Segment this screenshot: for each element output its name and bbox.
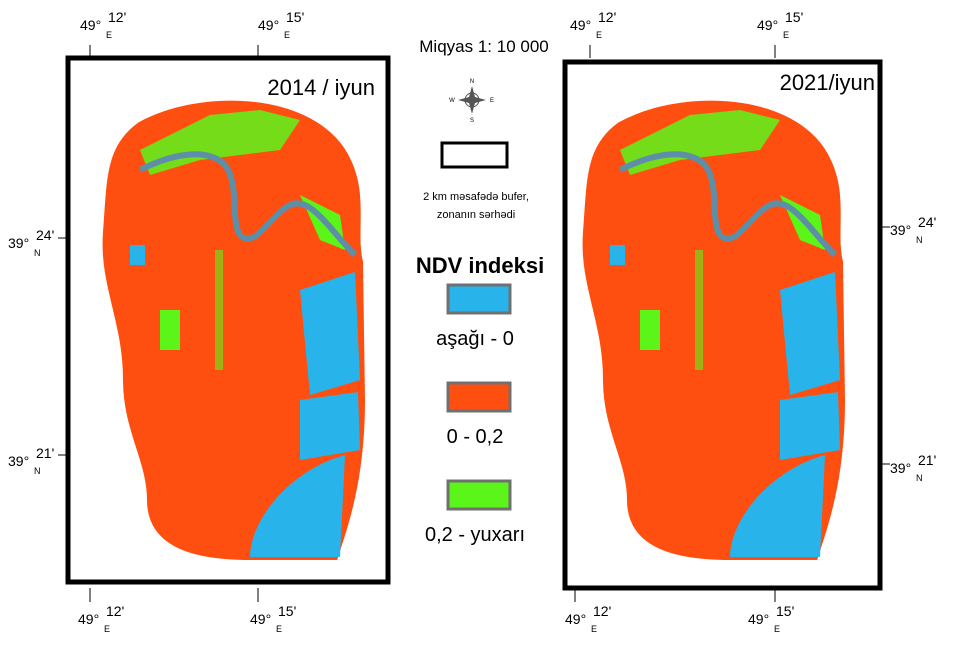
coord-hemisphere: E	[774, 624, 780, 634]
legend-swatch	[446, 479, 512, 511]
coord-hemisphere: E	[783, 30, 789, 40]
coord-hemisphere: E	[104, 624, 110, 634]
legend: Miqyas 1: 10 000 N S W E 2 km məsafədə b…	[416, 37, 549, 546]
coord-minutes: 24'	[36, 227, 54, 243]
compass-n: N	[470, 79, 474, 85]
coord-minutes: 12'	[593, 603, 611, 619]
coord-degree: 49°	[570, 17, 591, 33]
coord-minutes: 24'	[918, 214, 936, 230]
buffer-symbol	[440, 141, 509, 169]
coord-minutes: 15'	[286, 9, 304, 25]
coord-minutes: 12'	[598, 9, 616, 25]
compass: N S W E	[449, 79, 494, 124]
coord-hemisphere: E	[106, 30, 112, 40]
coord-hemisphere: N	[34, 466, 41, 476]
legend-label: 0,2 - yuxarı	[425, 524, 525, 546]
coord-hemisphere: N	[916, 235, 923, 245]
left-map	[65, 55, 391, 585]
coord-minutes: 12'	[108, 9, 126, 25]
coord-degree: 39°	[890, 460, 911, 476]
map-title: 2014 / iyun	[267, 75, 375, 100]
right-map	[562, 59, 883, 591]
coord-degree: 49°	[565, 611, 586, 627]
compass-s: S	[470, 118, 474, 124]
legend-swatch	[446, 381, 512, 413]
buffer-label: 2 km məsafədə bufer,	[423, 191, 529, 203]
compass-e: E	[490, 98, 494, 104]
coord-degree: 39°	[8, 235, 29, 251]
coord-hemisphere: E	[276, 624, 282, 634]
coord-minutes: 12'	[106, 603, 124, 619]
coord-minutes: 15'	[776, 603, 794, 619]
coord-hemisphere: N	[916, 473, 923, 483]
legend-swatch	[446, 283, 512, 315]
coord-minutes: 21'	[36, 445, 54, 461]
coord-hemisphere: N	[34, 248, 41, 258]
coord-hemisphere: E	[284, 30, 290, 40]
scale-text: Miqyas 1: 10 000	[419, 37, 548, 56]
legend-title: NDV indeksi	[416, 253, 544, 278]
coord-minutes: 15'	[278, 603, 296, 619]
coord-degree: 49°	[258, 17, 279, 33]
compass-w: W	[449, 98, 455, 104]
coord-minutes: 21'	[918, 452, 936, 468]
coord-degree: 49°	[757, 17, 778, 33]
coord-degree: 39°	[890, 222, 911, 238]
coord-minutes: 15'	[785, 9, 803, 25]
legend-label: aşağı - 0	[436, 328, 514, 350]
coord-degree: 39°	[8, 453, 29, 469]
buffer-label: zonanın sərhədi	[437, 209, 515, 221]
coord-degree: 49°	[250, 611, 271, 627]
coord-hemisphere: E	[596, 30, 602, 40]
legend-label: 0 - 0,2	[447, 426, 504, 448]
map-title: 2021/iyun	[780, 70, 875, 95]
coord-degree: 49°	[78, 611, 99, 627]
coord-degree: 49°	[80, 17, 101, 33]
coord-hemisphere: E	[591, 624, 597, 634]
coord-degree: 49°	[748, 611, 769, 627]
